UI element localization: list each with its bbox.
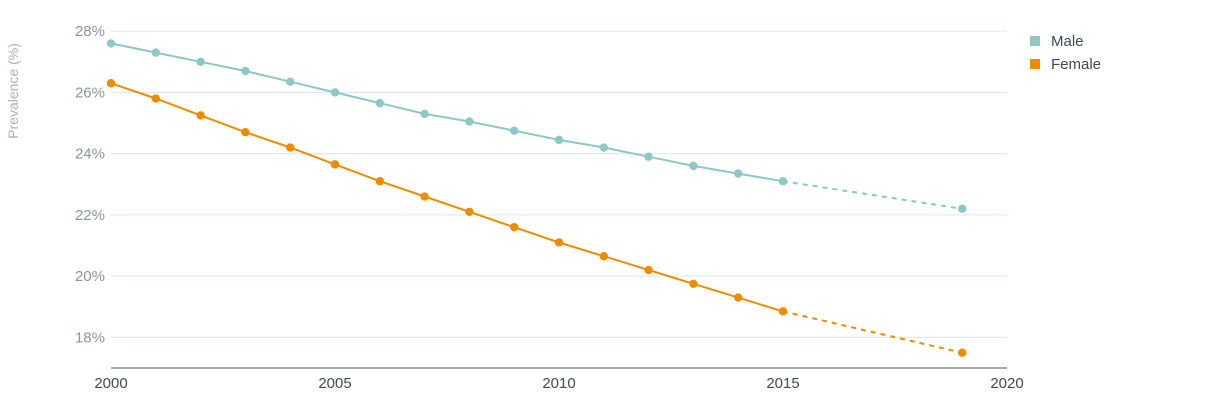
data-point[interactable] xyxy=(689,161,698,171)
data-point[interactable] xyxy=(689,279,698,288)
data-point[interactable] xyxy=(644,152,653,161)
series-female xyxy=(106,79,967,357)
data-point[interactable] xyxy=(286,143,295,152)
data-point[interactable] xyxy=(330,88,340,97)
data-point[interactable] xyxy=(734,169,743,178)
series-line xyxy=(110,82,784,313)
data-point[interactable] xyxy=(196,111,205,120)
y-tick-label: 20% xyxy=(75,268,105,285)
legend: Male Female xyxy=(1030,33,1101,73)
data-point[interactable] xyxy=(106,79,116,88)
y-tick-labels: 18% 20% 22% 24% 26% 28% xyxy=(75,23,105,346)
data-point[interactable] xyxy=(106,39,116,48)
data-point[interactable] xyxy=(778,307,788,316)
data-point[interactable] xyxy=(465,207,474,217)
data-point[interactable] xyxy=(734,293,743,302)
x-tick-label: 2005 xyxy=(318,375,351,392)
legend-label: Female xyxy=(1051,56,1101,73)
y-tick-label: 28% xyxy=(75,23,105,40)
series-projection-line xyxy=(782,180,963,210)
y-tick-label: 18% xyxy=(75,329,105,346)
data-point[interactable] xyxy=(241,66,250,76)
x-tick-label: 2015 xyxy=(766,375,799,392)
series-group xyxy=(106,39,967,357)
gridlines xyxy=(111,30,1007,338)
data-point[interactable] xyxy=(599,252,608,261)
data-point[interactable] xyxy=(644,265,653,275)
data-point[interactable] xyxy=(510,126,519,135)
data-point[interactable] xyxy=(554,135,564,145)
data-point[interactable] xyxy=(958,204,967,213)
legend-swatch xyxy=(1030,59,1040,69)
data-point[interactable] xyxy=(286,77,295,86)
data-point[interactable] xyxy=(554,238,564,247)
data-point[interactable] xyxy=(420,192,429,201)
data-point[interactable] xyxy=(196,57,205,67)
legend-swatch xyxy=(1030,36,1040,46)
data-point[interactable] xyxy=(375,177,384,186)
data-point[interactable] xyxy=(420,109,429,119)
y-axis-label: Prevalence (%) xyxy=(5,43,21,139)
data-point[interactable] xyxy=(778,177,788,186)
x-tick-label: 2020 xyxy=(990,375,1023,392)
y-tick-label: 26% xyxy=(75,84,105,101)
data-point[interactable] xyxy=(151,94,160,103)
y-tick-label: 22% xyxy=(75,207,105,224)
data-point[interactable] xyxy=(330,160,340,169)
data-point[interactable] xyxy=(241,128,250,137)
legend-label: Male xyxy=(1051,33,1084,50)
data-point[interactable] xyxy=(958,348,967,357)
series-line xyxy=(110,42,784,183)
x-tick-labels: 2000 2005 2010 2015 2020 xyxy=(94,375,1023,392)
series-projection-line xyxy=(782,310,963,354)
data-point[interactable] xyxy=(151,48,160,57)
y-tick-label: 24% xyxy=(75,146,105,163)
x-tick-label: 2010 xyxy=(542,375,575,392)
x-tick-label: 2000 xyxy=(94,375,127,392)
data-point[interactable] xyxy=(465,117,474,126)
data-point[interactable] xyxy=(375,98,384,108)
series-male xyxy=(106,39,967,213)
data-point[interactable] xyxy=(510,222,519,232)
data-point[interactable] xyxy=(599,143,608,152)
